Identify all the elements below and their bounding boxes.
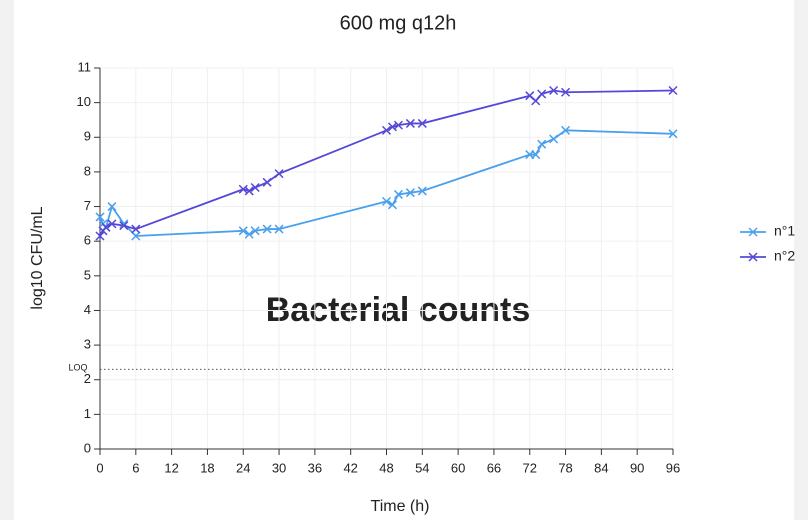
marker	[531, 150, 541, 160]
legend-marker	[748, 252, 758, 262]
x-tick-label: 96	[666, 460, 680, 475]
x-tick-label: 78	[558, 460, 572, 475]
marker	[274, 169, 284, 179]
y-tick-label: 11	[78, 59, 92, 74]
marker	[262, 177, 272, 187]
y-tick-label: 6	[84, 233, 91, 248]
x-tick-label: 90	[630, 460, 644, 475]
marker	[561, 87, 571, 97]
marker	[668, 129, 678, 139]
marker	[405, 188, 415, 198]
marker	[101, 222, 111, 232]
y-tick-label: 4	[84, 302, 91, 317]
x-tick-label: 48	[379, 460, 393, 475]
x-tick-label: 12	[164, 460, 178, 475]
marker	[387, 122, 397, 132]
y-tick-label: 0	[84, 440, 91, 455]
y-axis-label: log10 CFU/mL	[29, 206, 46, 309]
marker	[119, 221, 129, 231]
x-tick-label: 24	[236, 460, 250, 475]
legend-label: n°1	[774, 223, 795, 239]
x-axis-label: Time (h)	[371, 498, 430, 515]
x-tick-label: 42	[343, 460, 357, 475]
marker	[262, 224, 272, 234]
marker	[107, 219, 117, 229]
x-tick-label: 84	[594, 460, 608, 475]
x-tick-label: 60	[451, 460, 465, 475]
marker	[387, 200, 397, 210]
y-tick-label: 8	[84, 163, 91, 178]
y-tick-label: 9	[84, 129, 91, 144]
marker	[561, 125, 571, 135]
x-tick-label: 36	[308, 460, 322, 475]
y-tick-label: 10	[77, 94, 91, 109]
loq-label: LOQ	[68, 363, 87, 373]
y-tick-label: 1	[84, 406, 91, 421]
marker	[393, 120, 403, 130]
legend-label: n°2	[774, 248, 795, 264]
marker	[244, 186, 254, 196]
marker	[244, 229, 254, 239]
marker	[95, 231, 105, 241]
marker	[107, 202, 117, 212]
x-tick-label: 0	[96, 460, 103, 475]
y-tick-label: 7	[84, 198, 91, 213]
y-tick-label: 2	[84, 371, 91, 386]
marker	[405, 118, 415, 128]
marker	[250, 226, 260, 236]
marker	[549, 134, 559, 144]
marker	[95, 212, 105, 222]
marker	[668, 85, 678, 96]
x-tick-label: 66	[487, 460, 501, 475]
marker	[238, 184, 248, 194]
x-tick-label: 18	[200, 460, 214, 475]
legend-marker	[748, 227, 758, 237]
marker	[537, 139, 547, 149]
marker	[417, 118, 427, 128]
x-tick-label: 6	[132, 460, 139, 475]
y-tick-label: 3	[84, 337, 91, 352]
marker	[131, 224, 141, 234]
marker	[274, 224, 284, 234]
marker	[417, 186, 427, 196]
marker	[238, 226, 248, 236]
marker	[549, 85, 559, 96]
x-tick-label: 72	[523, 460, 537, 475]
marker	[250, 182, 260, 193]
y-tick-label: 5	[84, 267, 91, 282]
marker	[393, 189, 403, 199]
series-line	[99, 129, 674, 237]
x-tick-label: 30	[272, 460, 286, 475]
x-tick-label: 54	[415, 460, 429, 475]
marker	[381, 196, 392, 206]
marker	[131, 231, 141, 241]
marker	[537, 89, 547, 99]
chart-title: 600 mg q12h	[340, 12, 457, 34]
panel	[14, 0, 794, 520]
marker	[381, 125, 392, 135]
